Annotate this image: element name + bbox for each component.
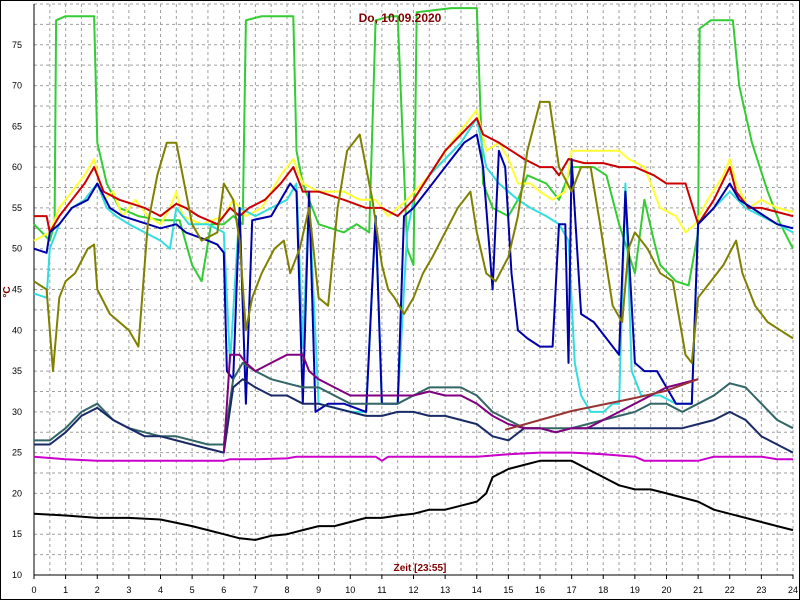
series-line-5 xyxy=(33,133,794,413)
series-line-12 xyxy=(33,459,794,541)
x-tick-label: 14 xyxy=(472,585,482,595)
series-line-9 xyxy=(222,353,699,453)
x-tick-label: 9 xyxy=(316,585,321,595)
y-tick-label: 50 xyxy=(12,244,22,254)
x-tick-label: 18 xyxy=(598,585,608,595)
y-tick-label: 45 xyxy=(12,285,22,295)
x-tick-label: 20 xyxy=(661,585,671,595)
x-tick-label: 10 xyxy=(345,585,355,595)
y-tick-label: 35 xyxy=(12,366,22,376)
series-line-8 xyxy=(34,378,794,454)
chart-title: Do, 10.09.2020 xyxy=(359,11,442,25)
x-tick-label: 16 xyxy=(535,585,545,595)
y-tick-label: 70 xyxy=(12,81,22,91)
y-tick-label: 10 xyxy=(12,570,22,580)
x-tick-label: 5 xyxy=(190,585,195,595)
y-tick-label: 65 xyxy=(12,121,22,131)
y-tick-label: 60 xyxy=(12,162,22,172)
y-tick-label: 25 xyxy=(12,448,22,458)
x-axis-label: Zeit [23:55] xyxy=(394,563,447,574)
x-tick-label: 11 xyxy=(377,585,386,595)
series-line-4 xyxy=(34,117,794,234)
x-tick-label: 0 xyxy=(31,585,36,595)
y-tick-label: 20 xyxy=(12,488,22,498)
x-tick-label: 6 xyxy=(221,585,226,595)
series-line-6 xyxy=(33,100,794,373)
x-tick-label: 12 xyxy=(408,585,418,595)
series-line-10 xyxy=(504,378,699,431)
x-tick-label: 3 xyxy=(126,585,131,595)
y-tick-label: 55 xyxy=(12,203,22,213)
x-tick-label: 19 xyxy=(630,585,640,595)
series-group xyxy=(33,7,794,541)
x-tick-label: 17 xyxy=(567,585,577,595)
x-tick-label: 21 xyxy=(693,585,703,595)
y-tick-label: 75 xyxy=(12,40,22,50)
series-line-11 xyxy=(33,451,793,462)
y-tick-label: 40 xyxy=(12,325,22,335)
x-tick-label: 24 xyxy=(788,585,798,595)
x-tick-label: 2 xyxy=(95,585,100,595)
x-tick-label: 8 xyxy=(284,585,289,595)
x-tick-label: 4 xyxy=(158,585,163,595)
x-tick-label: 22 xyxy=(725,585,735,595)
x-tick-label: 1 xyxy=(63,585,68,595)
y-tick-label: 30 xyxy=(12,407,22,417)
y-tick-label: 15 xyxy=(12,529,22,539)
x-tick-label: 23 xyxy=(756,585,766,595)
x-tick-label: 15 xyxy=(503,585,513,595)
tick-labels: 0 1 2 3 4 5 6 7 8 9 10 11 12 13 14 15 16 17 18 19 20 21 22 23 24… xyxy=(12,40,798,595)
grid xyxy=(33,3,794,576)
x-tick-label: 7 xyxy=(253,585,258,595)
x-tick-label: 13 xyxy=(440,585,450,595)
y-axis-label: °C xyxy=(2,286,13,297)
